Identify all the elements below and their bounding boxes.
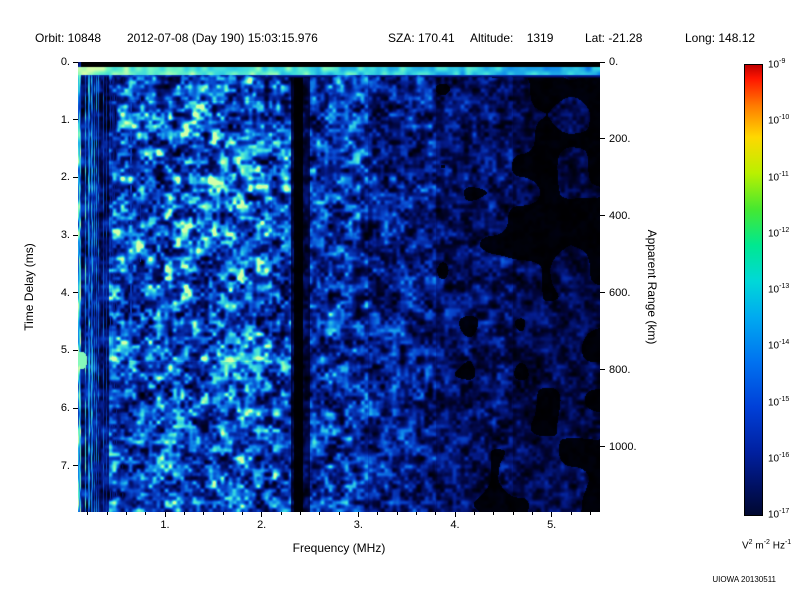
colorbar-tick-label: 10-11 (768, 170, 789, 183)
x-tick-label: 5. (547, 519, 557, 531)
x-minor-tick (570, 512, 572, 515)
x-minor-tick (87, 512, 89, 515)
colorbar (744, 64, 763, 516)
x-minor-tick (493, 512, 495, 515)
header-lat: Lat: -21.28 (585, 31, 643, 45)
y-tick-right (600, 369, 605, 371)
y-tick-label-right: 200. (609, 132, 631, 145)
y-tick-right (600, 292, 605, 294)
x-tick-label: 1. (160, 519, 170, 531)
x-minor-tick (319, 512, 321, 515)
y-tick-left (73, 292, 78, 294)
x-minor-tick (280, 512, 282, 515)
x-minor-tick (531, 512, 533, 515)
x-minor-tick (183, 512, 185, 515)
y-tick-label-left: 3. (60, 229, 70, 242)
spectrogram-canvas (78, 62, 600, 512)
y-tick-label-left: 4. (60, 286, 70, 299)
header-orbit: Orbit: 10848 (35, 31, 102, 45)
colorbar-unit-label: V2 m-2 Hz-1 (742, 539, 792, 552)
x-minor-tick (222, 512, 224, 515)
x-minor-tick (473, 512, 475, 515)
x-tick-label: 4. (450, 519, 460, 531)
x-tick (551, 512, 553, 517)
y-tick-label-left: 7. (60, 459, 70, 472)
x-minor-tick (338, 512, 340, 515)
header-long: Long: 148.12 (685, 31, 756, 45)
colorbar-tick-label: 10-9 (768, 58, 786, 71)
credit-text: UIOWA 20130511 (712, 575, 776, 584)
x-minor-tick (512, 512, 514, 515)
y-tick-label-right: 1000. (609, 440, 637, 453)
y-tick-left (73, 465, 78, 467)
y-tick-label-left: 6. (60, 402, 70, 415)
y-tick-left (73, 349, 78, 351)
y-tick-label-left: 5. (60, 344, 70, 357)
x-tick-label: 3. (353, 519, 363, 531)
x-minor-tick (415, 512, 417, 515)
x-tick (164, 512, 166, 517)
x-minor-tick (299, 512, 301, 515)
x-minor-tick (435, 512, 437, 515)
y-axis-title-left: Time Delay (ms) (22, 243, 36, 331)
x-minor-tick (396, 512, 398, 515)
x-minor-tick (241, 512, 243, 515)
colorbar-tick-label: 10-13 (768, 283, 790, 296)
colorbar-tick-label: 10-14 (768, 339, 790, 352)
x-minor-tick (106, 512, 108, 515)
x-minor-tick (377, 512, 379, 515)
y-tick-left (73, 119, 78, 121)
y-tick-label-right: 600. (609, 286, 631, 299)
y-tick-left (73, 176, 78, 178)
x-minor-tick (203, 512, 205, 515)
colorbar-tick-label: 10-10 (768, 114, 790, 127)
y-tick-right (600, 215, 605, 217)
x-tick (357, 512, 359, 517)
header-altitude: Altitude: 1319 (470, 31, 554, 45)
colorbar-tick-label: 10-15 (768, 395, 790, 408)
y-tick-left (73, 61, 78, 63)
x-axis-title: Frequency (MHz) (292, 541, 386, 555)
x-minor-tick (125, 512, 127, 515)
colorbar-tick-label: 10-17 (768, 508, 790, 521)
colorbar-tick-label: 10-16 (768, 451, 790, 465)
y-tick-right (600, 446, 605, 448)
x-minor-tick (589, 512, 591, 515)
y-tick-right (600, 138, 605, 140)
x-tick-label: 2. (257, 519, 267, 531)
y-tick-label-right: 800. (609, 363, 631, 376)
y-tick-label-left: 1. (60, 113, 70, 126)
x-minor-tick (145, 512, 147, 515)
colorbar-tick-label: 10-12 (768, 226, 790, 240)
y-tick-label-left: 0. (60, 56, 70, 68)
x-tick (454, 512, 456, 517)
x-tick (261, 512, 263, 517)
y-tick-left (73, 407, 78, 409)
y-tick-label-left: 2. (60, 171, 70, 184)
y-tick-right (600, 61, 605, 63)
header-datetime: 2012-07-08 (Day 190) 15:03:15.976 (127, 31, 318, 45)
y-tick-left (73, 234, 78, 236)
header-sza: SZA: 170.41 (388, 31, 455, 45)
y-tick-label-right: 400. (609, 209, 631, 222)
y-tick-label-right: 0. (609, 56, 619, 68)
